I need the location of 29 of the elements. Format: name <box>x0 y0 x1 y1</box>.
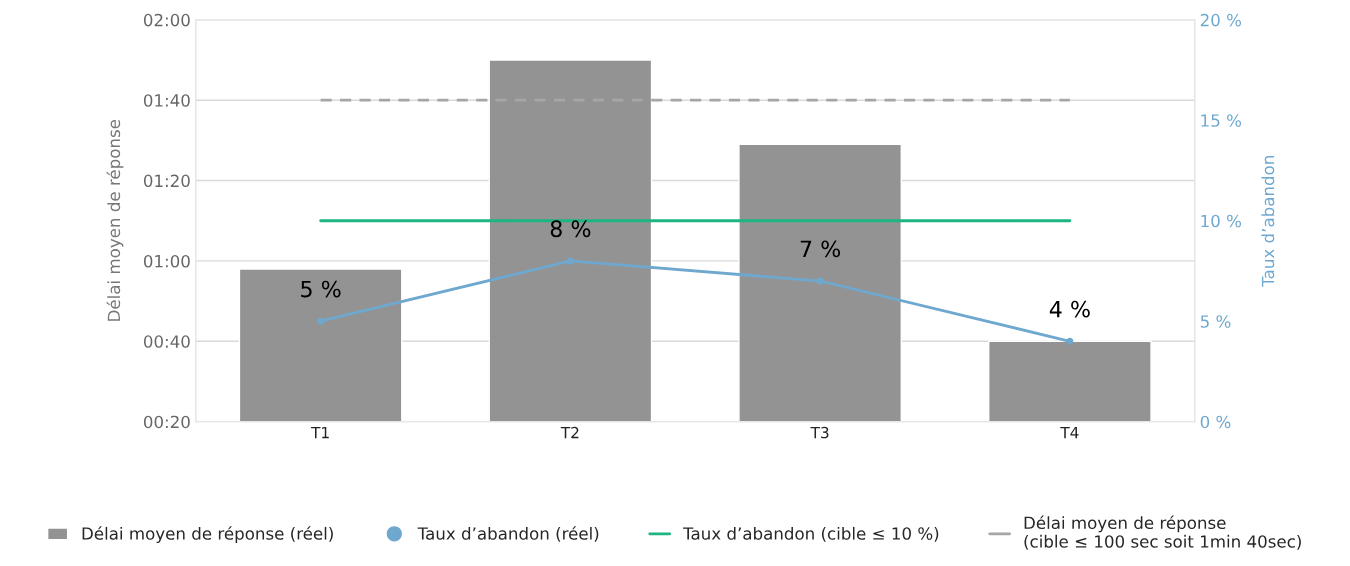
point <box>317 317 325 325</box>
y-tick-label: 01:20 <box>143 174 190 188</box>
y2-tick-label: 5 % <box>1200 315 1231 328</box>
data-label: 7 % <box>800 240 841 258</box>
x-tick-label: T1 <box>311 427 329 439</box>
y2-axis-title: Taux d’abandon <box>1261 156 1275 287</box>
point <box>1066 337 1074 345</box>
y-tick-label: 01:00 <box>143 254 190 268</box>
x-tick-label: T4 <box>1060 427 1079 439</box>
y-tick-label: 02:00 <box>143 13 190 27</box>
y2-tick-label: 0 % <box>1200 415 1231 429</box>
legend-label: Délai moyen de réponse (cible ≤ 100 sec soit 1min 40sec) <box>1024 515 1301 550</box>
y-tick-label: 00:20 <box>143 415 190 429</box>
x-tick-label: T2 <box>560 426 579 439</box>
legend-label: Taux d’abandon (cible ≤ 10 %) <box>683 526 939 542</box>
data-label: 5 % <box>301 280 341 298</box>
data-label: 8 % <box>550 220 591 238</box>
y-axis-title: Délai moyen de réponse <box>106 119 124 321</box>
y-tick-label: 01:40 <box>143 94 190 107</box>
y2-tick-label: 15 % <box>1201 114 1242 127</box>
data-label: 4 % <box>1049 300 1090 318</box>
y-tick-label: 00:40 <box>143 335 190 348</box>
point <box>816 277 824 285</box>
legend-label: Taux d’abandon (réel) <box>417 526 599 542</box>
point <box>566 257 574 265</box>
y2-tick-label: 10 % <box>1201 214 1242 228</box>
y2-tick-label: 20 % <box>1200 13 1242 27</box>
x-tick-label: T3 <box>810 426 829 439</box>
legend-label: Délai moyen de réponse (réel) <box>82 526 333 544</box>
